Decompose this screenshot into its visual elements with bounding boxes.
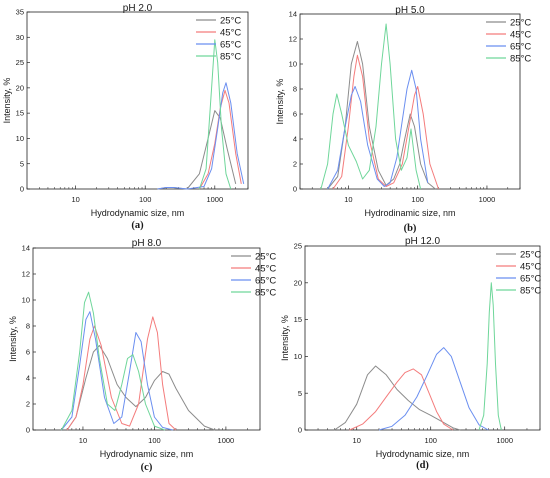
series-line (198, 39, 232, 190)
legend-label: 85°C (520, 286, 541, 297)
x-tick-label: 1000 (218, 436, 235, 445)
legend-label: 45°C (255, 264, 276, 275)
y-tick-label: 0 (20, 185, 24, 194)
y-axis-label: Intensity, % (275, 79, 285, 125)
x-tick-label: 100 (148, 436, 161, 445)
y-tick-label: 0 (298, 426, 302, 435)
legend-label: 85°C (255, 288, 276, 299)
series-line (320, 23, 422, 190)
x-tick-label: 1000 (206, 195, 223, 204)
legend-label: 85°C (510, 54, 531, 65)
series-line (61, 311, 173, 431)
panel-label: (b) (404, 223, 417, 234)
y-tick-label: 2 (293, 160, 297, 169)
series-line (198, 89, 242, 190)
legend-label: 25°C (510, 18, 531, 29)
legend-label: 85°C (220, 52, 241, 63)
x-tick-label: 10 (71, 195, 79, 204)
chart-title: pH 12.0 (405, 236, 440, 247)
y-tick-label: 10 (289, 60, 297, 69)
x-axis-label: Hydrodynamic size, nm (100, 449, 194, 459)
legend-label: 65°C (520, 274, 541, 285)
y-tick-label: 10 (22, 296, 30, 305)
y-axis-label: Intensity, % (2, 78, 12, 124)
series-line (334, 365, 461, 431)
y-tick-label: 4 (26, 374, 30, 383)
x-tick-label: 10 (353, 436, 361, 445)
y-tick-label: 15 (16, 109, 24, 118)
chart-panel-1: 0 5 10 15 20 25 30 35 10 100 1000 pH 2.0 Hydrodynami… (2, 3, 249, 231)
plot-frame (304, 245, 541, 431)
legend-label: 45°C (510, 30, 531, 41)
legend-label: 25°C (255, 252, 276, 263)
legend-label: 65°C (220, 40, 241, 51)
x-axis-label: Hydrodynamic size, nm (376, 449, 470, 459)
y-tick-label: 8 (293, 85, 297, 94)
y-tick-label: 0 (293, 185, 297, 194)
x-tick-label: 1000 (479, 195, 496, 204)
chart-panel-2: 0 2 4 6 8 10 12 14 10 100 1000 pH 5.0 Hydrodinamic s… (275, 5, 531, 234)
x-tick-label: 10 (344, 195, 352, 204)
y-tick-label: 20 (294, 278, 302, 287)
y-tick-label: 12 (289, 35, 297, 44)
x-axis-label: Hydrodinamic size, nm (364, 208, 455, 218)
x-axis-label: Hydrodynamic size, nm (91, 208, 185, 218)
legend-label: 45°C (220, 28, 241, 39)
y-tick-label: 4 (293, 135, 297, 144)
y-tick-label: 25 (16, 58, 24, 67)
legend-label: 65°C (510, 42, 531, 53)
chart-panel-3: 0 2 4 6 8 10 12 14 10 100 1000 pH 8.0 Hydrodynamic s… (8, 238, 276, 473)
y-tick-label: 14 (289, 10, 297, 19)
series-line (60, 291, 166, 431)
y-tick-label: 12 (22, 270, 30, 279)
plot-frame (32, 247, 261, 431)
panel-label: (a) (131, 220, 144, 231)
legend-label: 45°C (520, 262, 541, 273)
x-tick-label: 1000 (496, 436, 513, 445)
legend-label: 25°C (220, 16, 241, 27)
chart-title: pH 8.0 (132, 238, 162, 249)
series-line (157, 82, 245, 190)
y-tick-label: 10 (294, 352, 302, 361)
y-tick-label: 20 (16, 83, 24, 92)
series-line (349, 368, 454, 431)
y-tick-label: 25 (294, 242, 302, 251)
y-axis-label: Intensity, % (280, 315, 290, 361)
y-tick-label: 10 (16, 134, 24, 143)
series-line (327, 69, 429, 190)
panel-label: (d) (416, 460, 429, 471)
y-tick-label: 6 (293, 110, 297, 119)
panel-label: (c) (141, 462, 153, 473)
y-tick-label: 30 (16, 33, 24, 42)
legend-label: 65°C (255, 276, 276, 287)
y-tick-label: 5 (20, 159, 24, 168)
series-line (66, 345, 215, 431)
chart-title: pH 2.0 (123, 3, 153, 14)
series-line (478, 282, 502, 431)
x-tick-label: 10 (79, 436, 87, 445)
series-line (66, 316, 177, 431)
y-axis-label: Intensity, % (8, 316, 18, 362)
y-tick-label: 14 (22, 244, 30, 253)
x-tick-label: 100 (411, 195, 424, 204)
y-tick-label: 5 (298, 389, 302, 398)
series-line (378, 347, 489, 431)
y-tick-label: 0 (26, 426, 30, 435)
plot-frame (26, 11, 249, 190)
y-tick-label: 6 (26, 348, 30, 357)
plot-frame (299, 13, 521, 190)
chart-title: pH 5.0 (395, 5, 425, 16)
x-tick-label: 100 (424, 436, 437, 445)
x-tick-label: 100 (139, 195, 152, 204)
y-tick-label: 35 (16, 8, 24, 17)
y-tick-label: 8 (26, 322, 30, 331)
y-tick-label: 2 (26, 400, 30, 409)
legend-label: 25°C (520, 250, 541, 261)
y-tick-label: 15 (294, 315, 302, 324)
chart-panel-4: 0 5 10 15 20 25 10 100 1000 pH 12.0 Hydrodynamic s… (280, 236, 541, 471)
